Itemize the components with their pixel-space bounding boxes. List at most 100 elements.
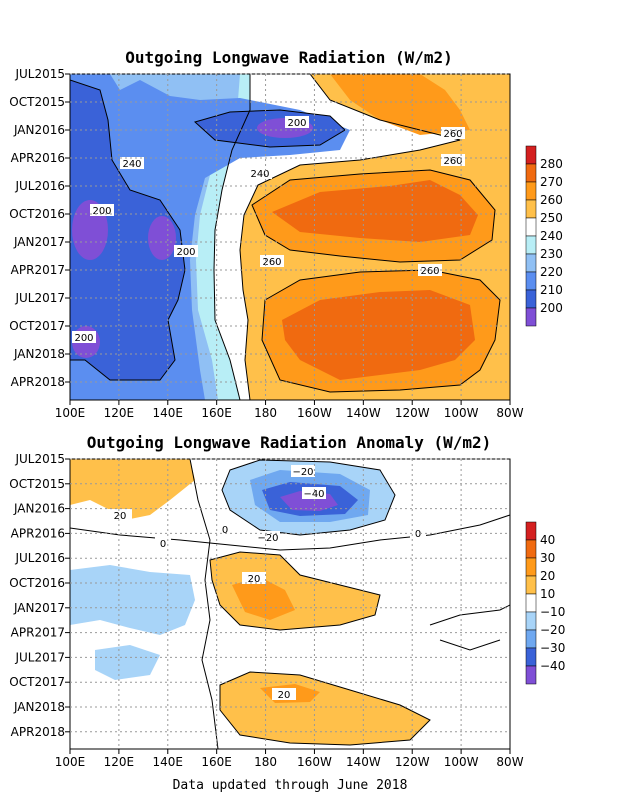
colorbar-label: 20 <box>540 569 555 583</box>
y-tick-label: JUL2015 <box>14 67 65 81</box>
colorbar-label: −10 <box>540 605 565 619</box>
x-tick-label: 120E <box>104 755 135 769</box>
x-tick-label: 140W <box>346 755 381 769</box>
colorbar-label: 30 <box>540 551 555 565</box>
x-tick-label: 160W <box>297 406 332 420</box>
bottom-contour-labels: −20 −40 −20 20 20 20 0 0 0 <box>108 465 426 701</box>
colorbar-label: 220 <box>540 265 563 279</box>
colorbar-label: 270 <box>540 175 563 189</box>
y-tick-label: OCT2017 <box>9 675 65 689</box>
top-chart-plot: 200 240 260 260 240 200 200 260 260 200 … <box>9 67 523 420</box>
top-clabel-8: 260 <box>262 257 281 268</box>
bottom-clabel-5: 20 <box>248 574 261 585</box>
y-tick-label: JUL2016 <box>14 551 65 565</box>
x-tick-label: 160E <box>201 755 232 769</box>
y-tick-label: JAN2017 <box>13 235 65 249</box>
bottom-contour-neg <box>221 459 396 536</box>
top-min-purple-2 <box>148 216 176 260</box>
x-tick-label: 180 <box>254 755 277 769</box>
top-contour-240 <box>213 74 251 400</box>
bottom-chart-plot: −20 −40 −20 20 20 20 0 0 0 100E120E140E1… <box>9 452 523 769</box>
y-tick-label: APR2017 <box>11 263 65 277</box>
y-tick-label: APR2016 <box>11 151 65 165</box>
y-tick-label: JUL2017 <box>14 650 65 664</box>
top-clabel-3: 260 <box>443 129 462 140</box>
y-tick-label: JAN2018 <box>13 347 65 361</box>
colorbar-swatch <box>525 575 537 595</box>
y-tick-label: JAN2016 <box>13 123 65 137</box>
colorbar-label: 260 <box>540 193 563 207</box>
colorbar-swatch <box>525 253 537 273</box>
bottom-clabel-8: 0 <box>222 525 228 536</box>
colorbar-swatch <box>525 593 537 613</box>
top-clabel-9: 260 <box>420 266 439 277</box>
y-tick-label: JAN2018 <box>13 700 65 714</box>
x-tick-label: 120W <box>395 755 430 769</box>
colorbar-swatch <box>525 611 537 631</box>
colorbar-label: 200 <box>540 301 563 315</box>
colorbar-swatch <box>525 271 537 291</box>
bottom-clabel-9: 0 <box>415 529 421 540</box>
x-tick-label: 80W <box>496 755 523 769</box>
colorbar-swatch <box>525 647 537 667</box>
colorbar-swatch <box>525 629 537 649</box>
x-tick-label: 100W <box>444 406 479 420</box>
colorbar-swatch <box>525 145 537 165</box>
x-tick-label: 100W <box>444 755 479 769</box>
top-chart-title: Outgoing Longwave Radiation (W/m2) <box>125 48 453 67</box>
x-tick-label: 120W <box>395 406 430 420</box>
colorbar-swatch <box>525 665 537 685</box>
x-tick-label: 80W <box>496 406 523 420</box>
colorbar-label: 250 <box>540 211 563 225</box>
colorbar-swatch <box>525 217 537 237</box>
bottom-clabel-7: 0 <box>160 539 166 550</box>
top-clabel-5: 240 <box>250 169 269 180</box>
colorbar-label: 40 <box>540 533 555 547</box>
y-tick-label: OCT2015 <box>9 477 65 491</box>
top-contour-270 <box>251 169 496 263</box>
y-tick-label: JUL2017 <box>14 291 65 305</box>
y-tick-label: APR2017 <box>11 626 65 640</box>
top-colorbar: 280 270 260 250 240 230 220 210 200 <box>525 145 563 327</box>
y-tick-label: APR2018 <box>11 375 65 389</box>
x-tick-label: 120E <box>104 406 135 420</box>
y-tick-label: OCT2016 <box>9 576 65 590</box>
colorbar-swatch <box>525 539 537 559</box>
bottom-region-neg-6 <box>95 645 160 680</box>
bottom-clabel-3: −20 <box>257 533 278 544</box>
top-clabel-1: 200 <box>287 118 306 129</box>
x-tick-label: 140W <box>346 406 381 420</box>
colorbar-swatch <box>525 163 537 183</box>
colorbar-label: 230 <box>540 247 563 261</box>
colorbar-swatch <box>525 557 537 577</box>
top-clabel-10: 200 <box>74 333 93 344</box>
x-tick-label: 100E <box>55 755 86 769</box>
colorbar-swatch <box>525 289 537 309</box>
x-tick-label: 140E <box>153 755 184 769</box>
colorbar-swatch <box>525 199 537 219</box>
top-clabel-6: 200 <box>92 206 111 217</box>
y-tick-label: JAN2016 <box>13 502 65 516</box>
top-clabel-4: 260 <box>443 156 462 167</box>
x-tick-label: 100E <box>55 406 86 420</box>
x-tick-label: 160E <box>201 406 232 420</box>
bottom-contour-0 <box>70 514 510 551</box>
bottom-region-pos-1b <box>75 468 100 490</box>
colorbar-label: 240 <box>540 229 563 243</box>
top-contour-260 <box>239 74 461 400</box>
colorbar-label: −20 <box>540 623 565 637</box>
bottom-contour-pos-2 <box>209 551 381 631</box>
bottom-clabel-4: 20 <box>114 511 127 522</box>
y-tick-label: JUL2016 <box>14 179 65 193</box>
colorbar-label: 10 <box>540 587 555 601</box>
bottom-contour-0b <box>189 459 219 749</box>
bottom-chart-title: Outgoing Longwave Radiation Anomaly (W/m… <box>87 433 492 452</box>
top-contour-270b <box>261 269 501 393</box>
top-region-orange <box>330 74 470 135</box>
colorbar-swatch <box>525 307 537 327</box>
y-tick-label: OCT2016 <box>9 207 65 221</box>
bottom-clabel-1: −20 <box>292 467 313 478</box>
top-axis-ticks: 100E 120E 140E 160E 180 160W 140W 120W 100W 80W JU… <box>9 67 523 420</box>
bottom-axis-ticks: 100E 120E 140E 160E 180 160W 140W 120W 100W 80W JU… <box>9 452 523 769</box>
